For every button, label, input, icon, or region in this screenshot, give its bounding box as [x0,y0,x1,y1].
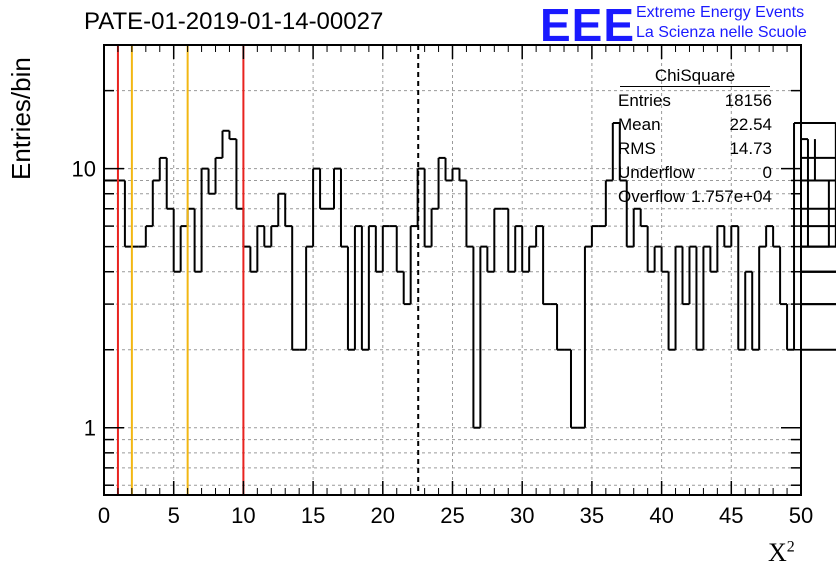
x-tick-label: 0 [98,503,110,528]
logo-line-1: Extreme Energy Events [636,4,805,21]
stats-label: RMS [618,139,656,158]
x-tick-label: 50 [789,503,813,528]
x-tick-label: 20 [371,503,395,528]
x-tick-label: 5 [168,503,180,528]
stats-row-overflow: Overflow 1.757e+04 [612,185,778,209]
x-tick-label: 25 [440,503,464,528]
stats-value: 22.54 [729,115,772,134]
histogram-bars [104,121,836,429]
stats-label: Entries [618,91,671,110]
x-tick-label: 10 [231,503,255,528]
stats-box-title: ChiSquare [620,66,770,87]
x-tick-label: 15 [301,503,325,528]
x-axis-label-text: X [768,538,787,567]
marker-lines [116,45,420,495]
stats-label: Mean [618,115,661,134]
stats-row-underflow: Underflow 0 [612,161,778,185]
stats-label: Underflow [618,163,695,182]
x-tick-label: 45 [719,503,743,528]
y-tick-label: 1 [84,416,96,441]
x-axis-label: X2 [768,538,795,568]
stats-value: 1.757e+04 [691,187,772,206]
y-axis-label: Entries/bin [6,57,36,180]
stats-value: 0 [762,163,772,182]
stats-row-rms: RMS 14.73 [612,137,778,161]
axis-ticks [103,44,802,495]
logo-line-2: La Scienza nelle Scuole [636,24,807,41]
y-tick-label: 10 [72,157,96,182]
eee-logo: EEE [540,0,636,51]
stats-value: 18156 [724,91,772,110]
plot-title: PATE-01-2019-01-14-00027 [84,8,384,35]
x-axis-label-superscript: 2 [786,538,795,556]
x-tick-label: 30 [510,503,534,528]
stats-value: 14.73 [729,139,772,158]
stats-row-entries: Entries 18156 [612,89,778,113]
stats-label: Overflow [618,187,686,206]
stats-row-mean: Mean 22.54 [612,113,778,137]
x-tick-label: 35 [580,503,604,528]
axis-tick-labels: 0 5 10 15 20 25 30 35 40 45 50 1 10 [72,157,814,528]
stats-box: ChiSquare Entries 18156 Mean 22.54 RMS 14.7… [612,66,778,209]
x-tick-label: 40 [649,503,673,528]
